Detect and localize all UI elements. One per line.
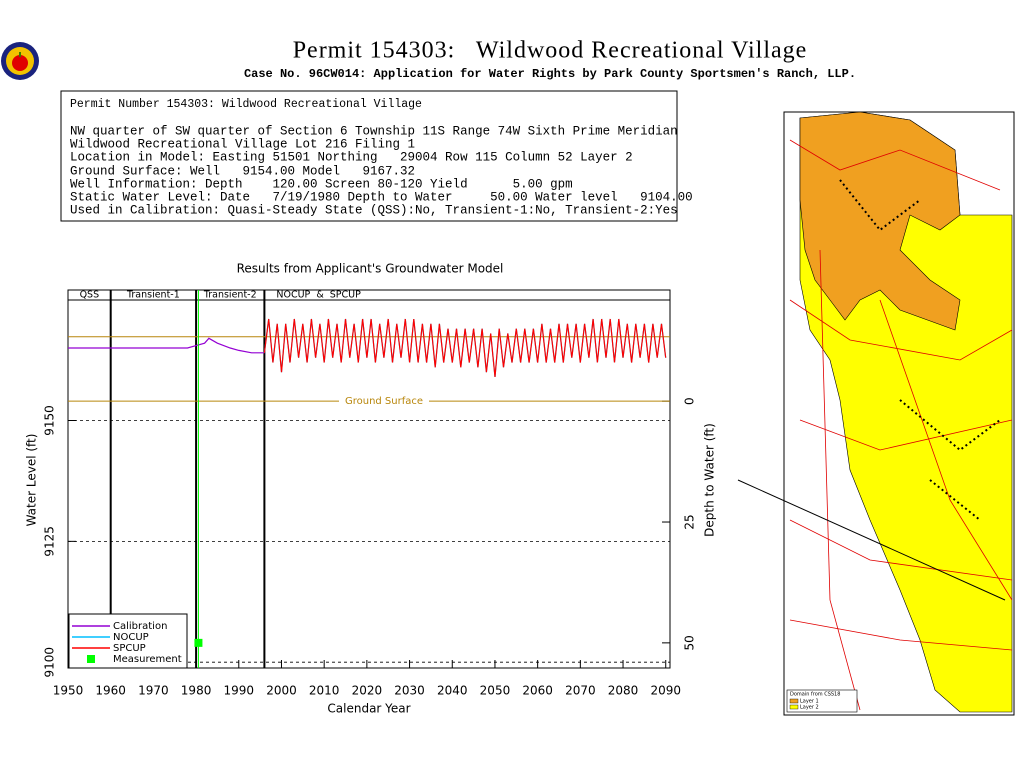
wells	[839, 179, 1001, 521]
reference-label: Ground Surface	[345, 396, 423, 407]
info-lines: Permit Number 154303: Wildwood Recreatio…	[70, 98, 693, 217]
x-tick-label: 2070	[565, 684, 596, 698]
y-tick-label: 9150	[43, 405, 57, 436]
x-tick-label: 1960	[95, 684, 126, 698]
pointer-line	[737, 479, 1006, 601]
legend-label: SPCUP	[113, 643, 146, 654]
y-tick-label: 9100	[43, 647, 57, 678]
y2-tick-label: 25	[683, 514, 697, 529]
logo	[1, 42, 39, 80]
subtitle: Case No. 96CW014: Application for Water …	[244, 67, 856, 81]
x-axis-label: Calendar Year	[327, 702, 410, 716]
period-label: QSS	[80, 290, 100, 301]
y2-tick-label: 50	[683, 635, 697, 650]
info-line: Well Information: Depth 120.00 Screen 80…	[70, 177, 573, 191]
x-tick-label: 2010	[309, 684, 340, 698]
map: Domain from CSS18 Layer 1 Layer 2	[783, 111, 1015, 716]
x-tick-label: 1970	[138, 684, 169, 698]
legend-label: Measurement	[113, 654, 182, 665]
x-tick-label: 2060	[522, 684, 553, 698]
info-line: Wildwood Recreational Village Lot 216 Fi…	[70, 137, 415, 151]
period-label: NOCUP & SPCUP	[276, 290, 361, 301]
reference-label-bg	[339, 395, 429, 408]
map-legend	[786, 689, 858, 713]
legend-label: NOCUP	[113, 632, 149, 643]
x-tick-label: 1980	[181, 684, 212, 698]
y-tick-label: 9125	[43, 526, 57, 557]
x-tick-label: 2080	[608, 684, 639, 698]
chart-title: Results from Applicant's Groundwater Mod…	[237, 262, 504, 276]
x-tick-label: 2030	[394, 684, 425, 698]
info-line: Permit Number 154303: Wildwood Recreatio…	[70, 98, 422, 111]
y2-tick-label: 0	[683, 397, 697, 405]
info-line: Ground Surface: Well 9154.00 Model 9167.…	[70, 164, 415, 178]
map-legend-title: Domain from CSS18	[790, 692, 840, 698]
period-label: Transient-2	[203, 290, 257, 301]
measurement-point	[194, 638, 203, 647]
legend-label: Calibration	[113, 621, 167, 632]
map-legend-swatch	[789, 704, 799, 710]
map-legend-label: Layer 1	[800, 699, 819, 705]
title: Permit 154303: Wildwood Recreational Vil…	[293, 38, 808, 64]
info-line: Static Water Level: Date 7/19/1980 Depth…	[70, 190, 693, 204]
period-label: Transient-1	[126, 290, 180, 301]
info-line: Location in Model: Easting 51501 Northin…	[70, 150, 633, 164]
info-line: Used in Calibration: Quasi-Steady State …	[70, 203, 678, 217]
series-line	[68, 337, 265, 354]
info-line: NW quarter of SW quarter of Section 6 To…	[70, 124, 678, 138]
info-box	[60, 90, 678, 222]
chart: Results from Applicant's Groundwater Mod…	[25, 262, 717, 716]
x-tick-label: 2090	[650, 684, 681, 698]
rivers-roads	[789, 139, 1013, 711]
x-tick-label: 1950	[53, 684, 84, 698]
plot-area	[67, 289, 671, 669]
map-legend-swatch	[789, 698, 799, 704]
y2-axis-label: Depth to Water (ft)	[703, 423, 717, 537]
layer-1	[799, 111, 961, 331]
x-tick-label: 2000	[266, 684, 297, 698]
legend-marker	[87, 655, 95, 663]
x-tick-label: 2040	[437, 684, 468, 698]
x-tick-label: 2020	[352, 684, 383, 698]
x-tick-label: 2050	[480, 684, 511, 698]
x-tick-label: 1990	[224, 684, 255, 698]
series-line	[263, 318, 667, 378]
y-axis-label: Water Level (ft)	[25, 434, 39, 527]
map-legend-label: Layer 2	[800, 705, 819, 711]
